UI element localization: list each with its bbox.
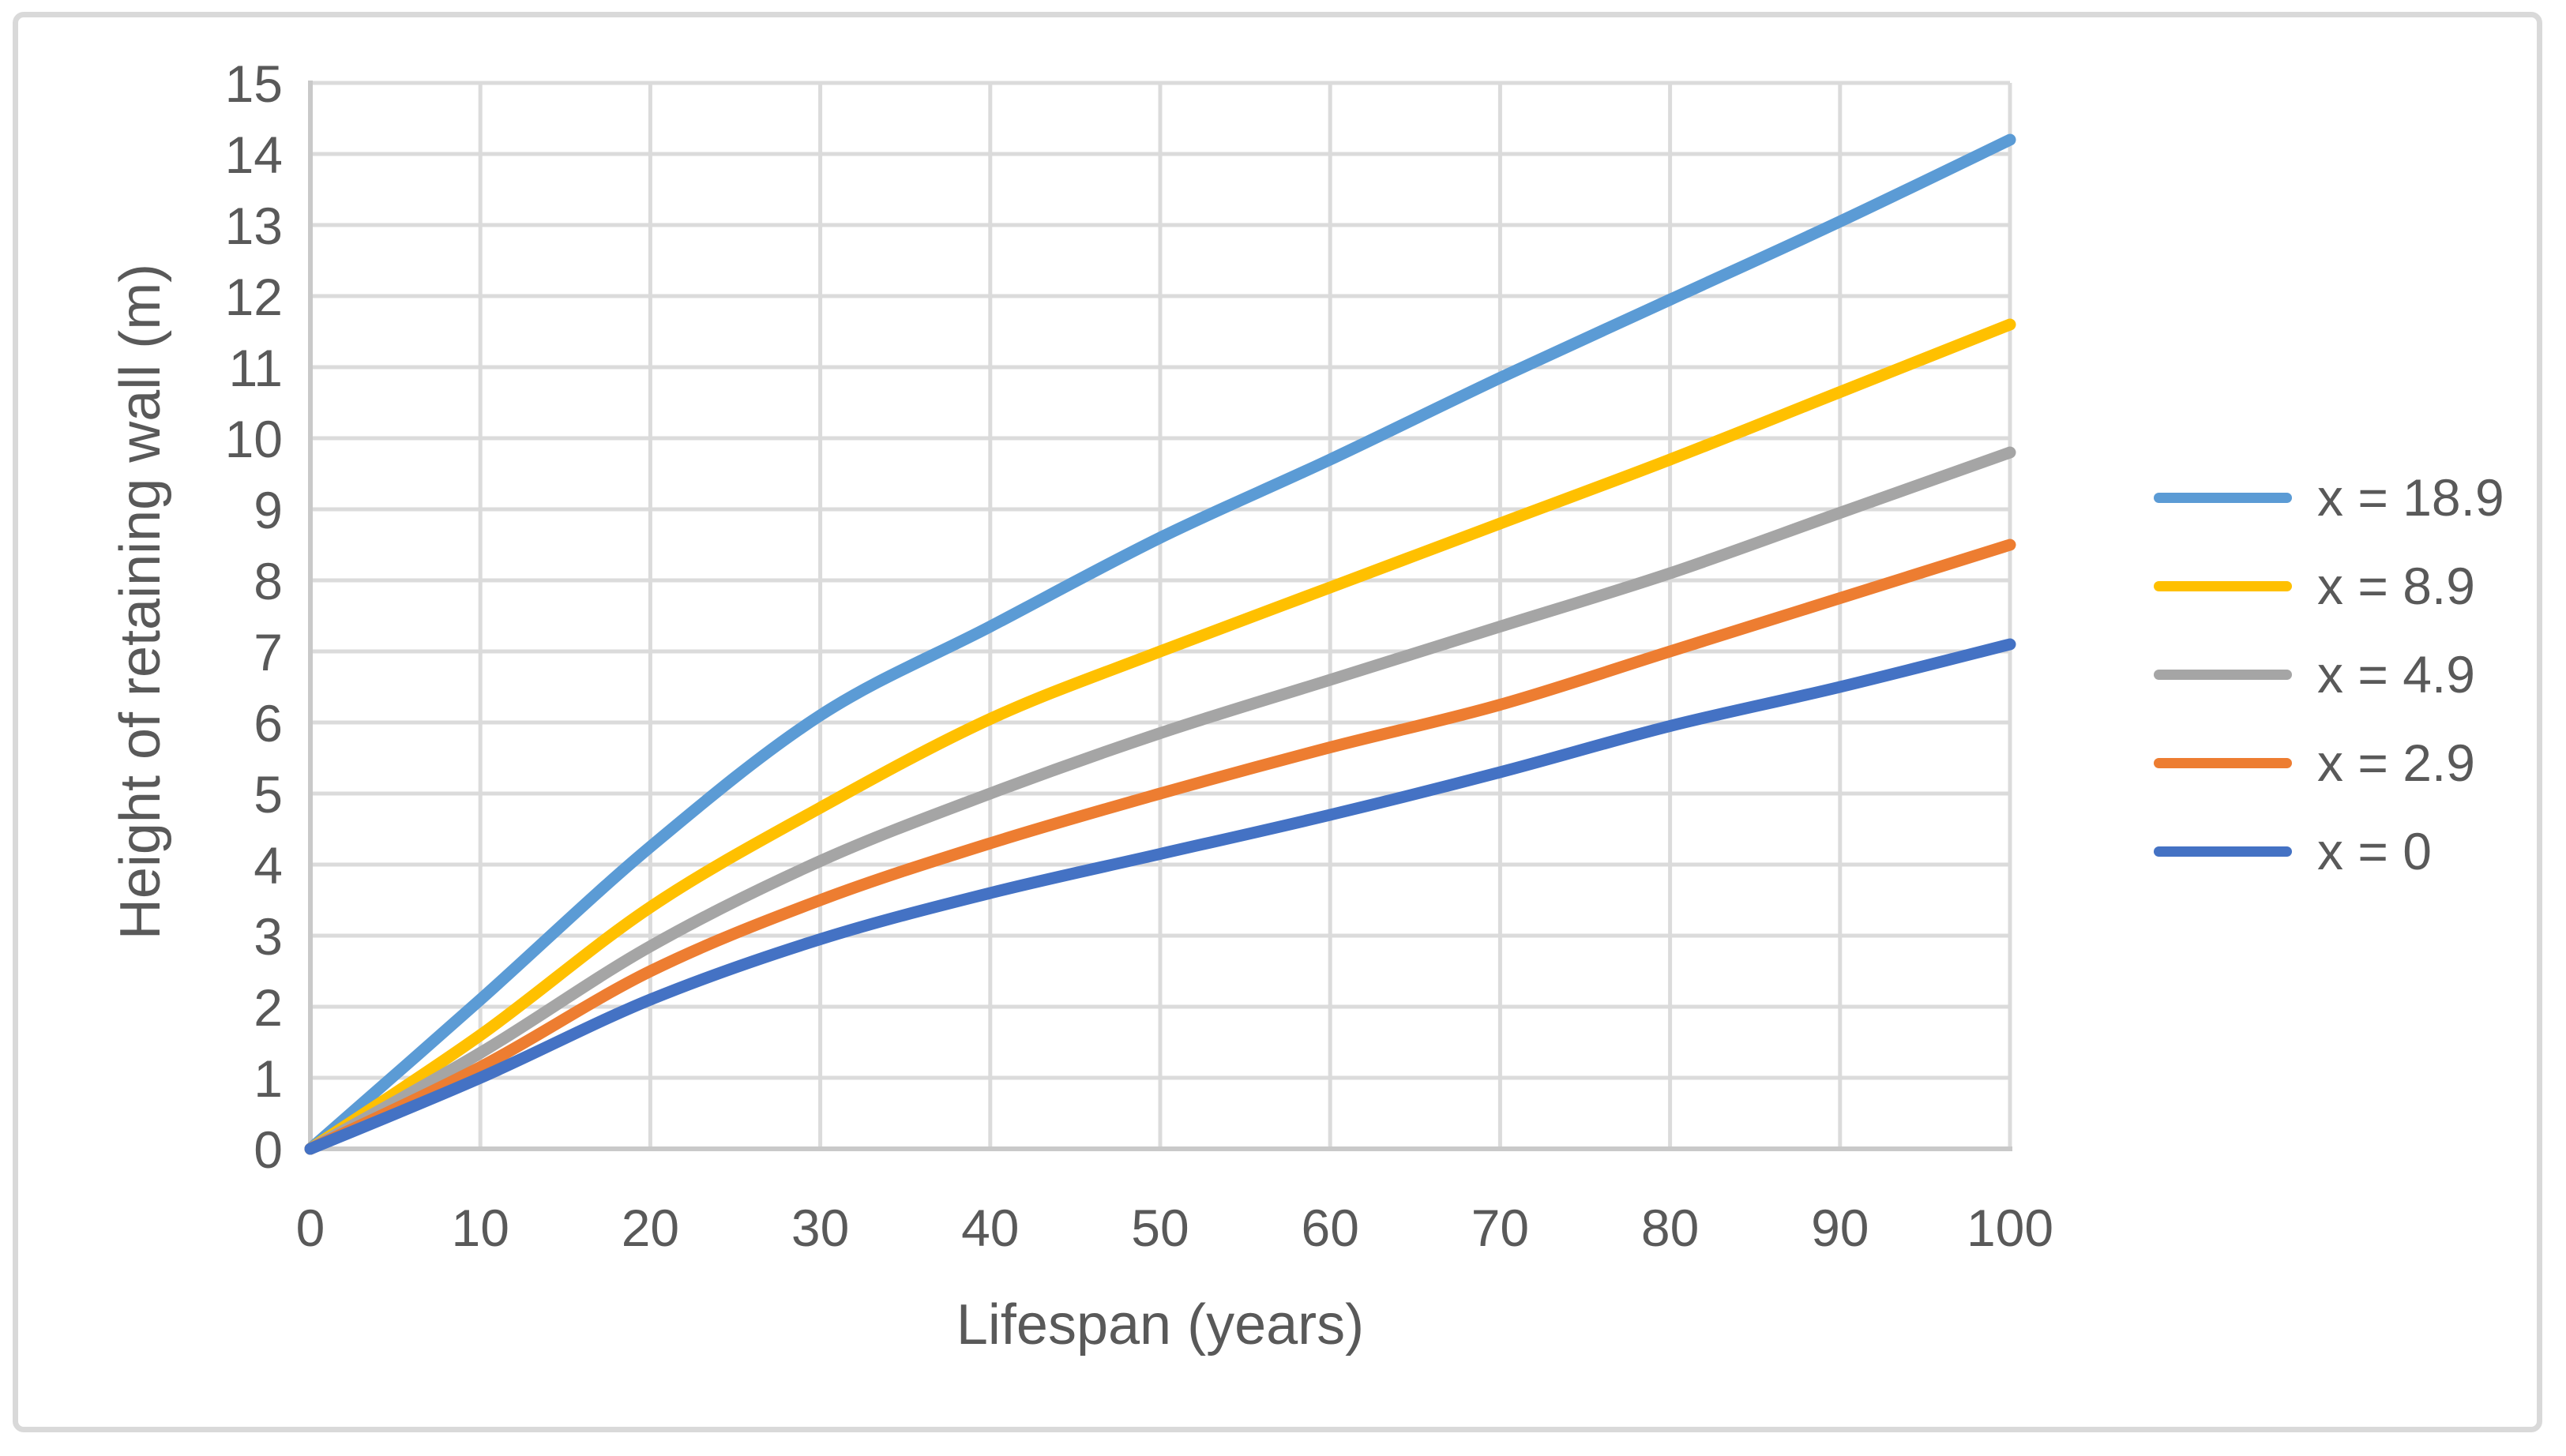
series-line-2 bbox=[304, 446, 2016, 1155]
y-tick-label-4: 4 bbox=[254, 836, 283, 895]
y-tick-label-2: 2 bbox=[254, 978, 283, 1037]
series-line-4 bbox=[304, 638, 2016, 1155]
x-tick-label-20: 20 bbox=[622, 1199, 679, 1257]
series-line-0 bbox=[304, 133, 2016, 1155]
y-tick-label-7: 7 bbox=[254, 623, 283, 681]
y-tick-label-3: 3 bbox=[254, 907, 283, 966]
series-line-3 bbox=[304, 538, 2016, 1155]
x-tick-label-90: 90 bbox=[1811, 1199, 1869, 1257]
y-tick-label-8: 8 bbox=[254, 552, 283, 610]
x-tick-label-80: 80 bbox=[1641, 1199, 1699, 1257]
x-tick-label-60: 60 bbox=[1301, 1199, 1358, 1257]
x-tick-label-30: 30 bbox=[791, 1199, 849, 1257]
x-tick-label-10: 10 bbox=[451, 1199, 509, 1257]
x-tick-label-50: 50 bbox=[1131, 1199, 1189, 1257]
y-tick-label-10: 10 bbox=[225, 410, 283, 468]
y-tick-label-15: 15 bbox=[225, 54, 283, 113]
y-tick-label-1: 1 bbox=[254, 1049, 283, 1108]
y-tick-label-0: 0 bbox=[254, 1120, 283, 1179]
series-line-1 bbox=[304, 318, 2016, 1155]
x-tick-label-40: 40 bbox=[961, 1199, 1019, 1257]
y-tick-label-11: 11 bbox=[228, 339, 283, 397]
y-tick-label-13: 13 bbox=[225, 197, 283, 255]
y-tick-label-5: 5 bbox=[254, 765, 283, 824]
x-axis-title: Lifespan (years) bbox=[956, 1293, 1365, 1357]
y-tick-label-9: 9 bbox=[254, 481, 283, 539]
y-axis-title: Height of retaining wall (m) bbox=[109, 263, 172, 940]
x-tick-label-70: 70 bbox=[1471, 1199, 1529, 1257]
y-tick-label-14: 14 bbox=[225, 126, 283, 184]
x-tick-label-100: 100 bbox=[1967, 1199, 2053, 1257]
x-tick-label-0: 0 bbox=[296, 1199, 325, 1257]
y-tick-label-6: 6 bbox=[254, 694, 283, 752]
y-tick-label-12: 12 bbox=[225, 268, 283, 326]
